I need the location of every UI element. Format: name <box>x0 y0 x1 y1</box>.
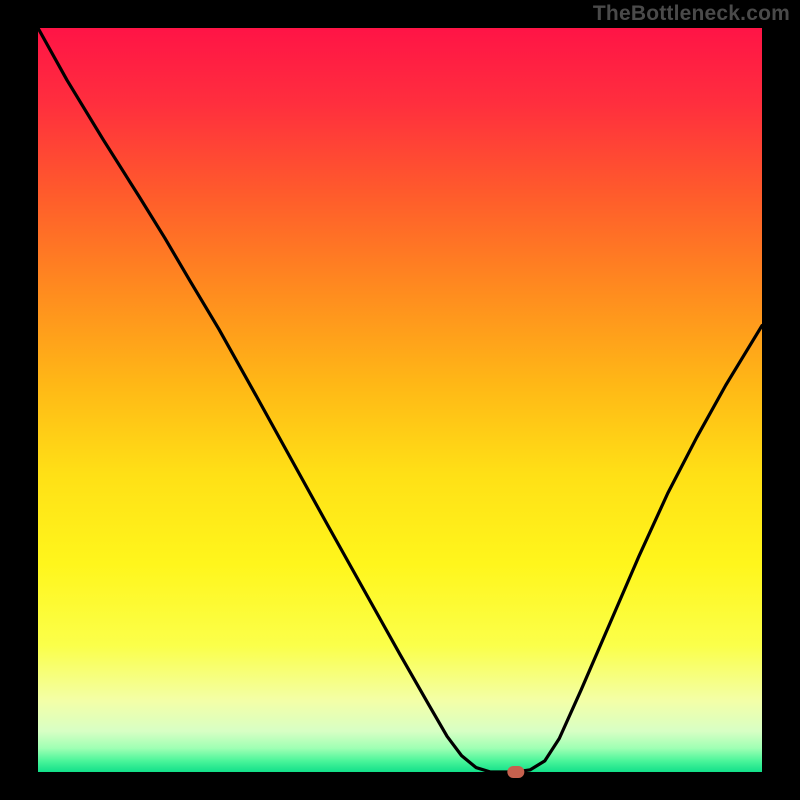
bottleneck-chart <box>0 0 800 800</box>
chart-stage: TheBottleneck.com <box>0 0 800 800</box>
watermark-label: TheBottleneck.com <box>593 2 790 26</box>
plot-background <box>38 28 762 772</box>
optimal-marker <box>507 766 524 778</box>
